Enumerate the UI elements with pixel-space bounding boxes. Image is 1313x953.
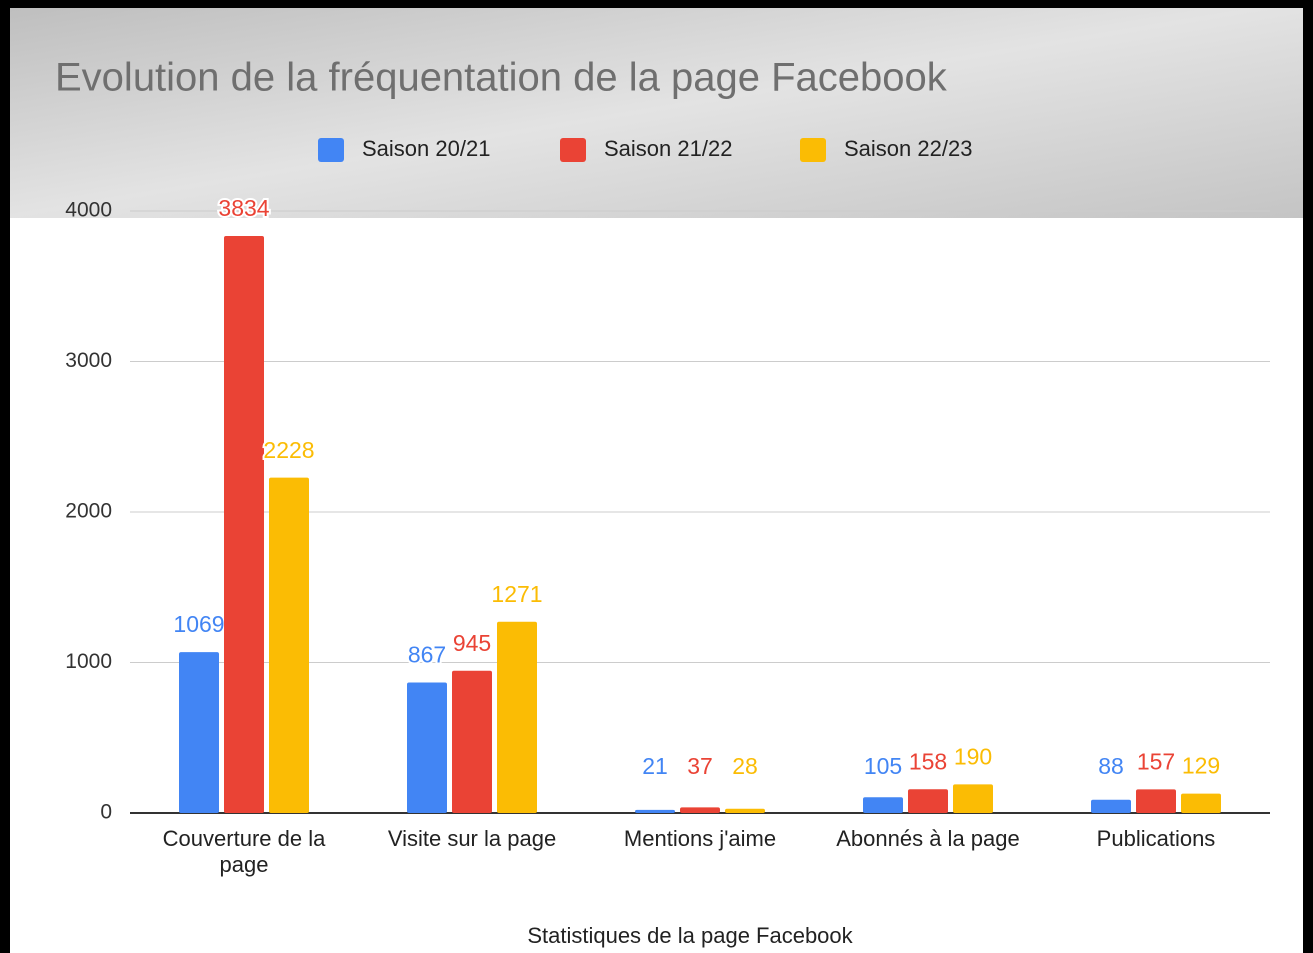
- header-background: [0, 0, 1313, 218]
- data-label: 37: [687, 753, 713, 779]
- bar: [1181, 794, 1221, 813]
- frame: [0, 0, 10, 953]
- bar: [1091, 800, 1131, 813]
- bar: [269, 478, 309, 813]
- data-label: 1271: [491, 581, 542, 607]
- bar: [635, 810, 675, 813]
- x-tick-label: Couverture de la page: [139, 826, 349, 878]
- x-tick-label: Mentions j'aime: [595, 826, 805, 852]
- x-axis-title: Statistiques de la page Facebook: [527, 923, 853, 948]
- data-label: 158: [909, 748, 947, 774]
- chart-title: Evolution de la fréquentation de la page…: [55, 56, 948, 100]
- frame: [1303, 0, 1313, 953]
- y-tick-label: 0: [100, 801, 112, 824]
- data-label: 157: [1137, 748, 1175, 774]
- y-tick-label: 2000: [65, 500, 112, 523]
- legend-swatch: [318, 138, 344, 162]
- data-label: 3834: [218, 195, 269, 221]
- bar: [1136, 789, 1176, 813]
- bar: [497, 622, 537, 813]
- data-label: 1069: [173, 611, 224, 637]
- x-tick-label: Visite sur la page: [367, 826, 577, 852]
- bar: [452, 671, 492, 813]
- data-label: 129: [1182, 753, 1220, 779]
- data-label: 21: [642, 753, 668, 779]
- data-label: 190: [954, 743, 992, 769]
- data-label: 88: [1098, 753, 1124, 779]
- bar: [224, 236, 264, 813]
- page: Evolution de la fréquentation de la page…: [0, 0, 1313, 953]
- bar: [680, 807, 720, 813]
- bar: [908, 789, 948, 813]
- chart: Evolution de la fréquentation de la page…: [0, 0, 1313, 953]
- bar: [953, 784, 993, 813]
- bar: [179, 652, 219, 813]
- data-label: 867: [408, 642, 446, 668]
- data-label: 945: [453, 630, 491, 656]
- bar: [863, 797, 903, 813]
- y-tick-label: 4000: [65, 199, 112, 222]
- legend-label: Saison 21/22: [604, 136, 732, 161]
- x-tick-label: Abonnés à la page: [823, 826, 1033, 852]
- bar: [407, 683, 447, 813]
- legend-swatch: [800, 138, 826, 162]
- y-tick-label: 3000: [65, 349, 112, 372]
- legend-label: Saison 20/21: [362, 136, 490, 161]
- data-label: 2228: [263, 437, 314, 463]
- legend-label: Saison 22/23: [844, 136, 972, 161]
- bar: [725, 809, 765, 813]
- y-tick-label: 1000: [65, 650, 112, 673]
- data-label: 28: [732, 753, 758, 779]
- frame: [0, 0, 1313, 8]
- data-label: 105: [864, 753, 902, 779]
- legend-swatch: [560, 138, 586, 162]
- x-tick-label: Publications: [1051, 826, 1261, 852]
